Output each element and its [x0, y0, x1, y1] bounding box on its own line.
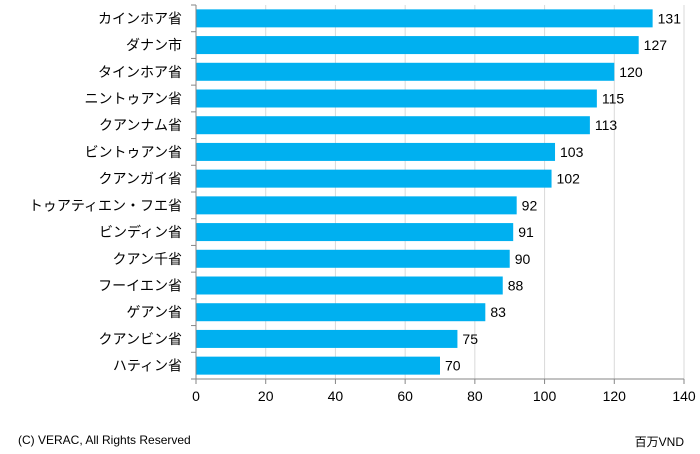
- x-tick-label: 120: [603, 388, 627, 404]
- data-label: 127: [644, 37, 668, 53]
- x-tick-label: 80: [467, 388, 483, 404]
- data-label: 92: [522, 197, 538, 213]
- category-label: ハティン省: [113, 359, 182, 375]
- x-tick-label: 140: [672, 388, 696, 404]
- data-label: 131: [658, 10, 682, 26]
- bar-2: [196, 62, 615, 81]
- data-label: 102: [557, 171, 581, 187]
- category-label: クアンナム省: [99, 118, 182, 134]
- bar-0: [196, 9, 653, 28]
- category-label: クアン千省: [113, 252, 182, 268]
- category-label: タインホア省: [98, 65, 182, 81]
- copyright-text: (C) VERAC, All Rights Reserved: [18, 433, 191, 447]
- labels: 0 20 40 60 80 100 120 140 カインホア省 131 ダナン市 127 タインホア省…: [29, 10, 696, 404]
- x-tick-label: 100: [533, 388, 557, 404]
- bar-11: [196, 303, 486, 322]
- data-label: 103: [560, 144, 584, 160]
- x-tick-label: 60: [397, 388, 413, 404]
- data-label: 75: [462, 331, 478, 347]
- bars: [196, 9, 653, 375]
- category-label: ビンディン省: [99, 224, 182, 241]
- category-label: トゥアティエン・フエ省: [29, 198, 182, 214]
- x-tick-label: 40: [328, 388, 344, 404]
- bar-1: [196, 36, 639, 55]
- data-label: 120: [619, 64, 643, 80]
- category-label: クアンガイ省: [99, 172, 182, 188]
- data-label: 88: [508, 278, 524, 294]
- category-label: クアンビン省: [99, 332, 182, 348]
- category-label: ダナン市: [126, 37, 182, 54]
- unit-label: 百万VND: [634, 435, 684, 449]
- bar-5: [196, 142, 556, 161]
- category-label: フーイエン省: [98, 279, 182, 295]
- bar-8: [196, 223, 514, 242]
- bar-6: [196, 169, 552, 188]
- bar-3: [196, 89, 597, 108]
- bar-10: [196, 276, 503, 295]
- data-label: 90: [515, 251, 531, 267]
- bar-9: [196, 249, 510, 268]
- category-label: ビントゥアン省: [85, 145, 182, 161]
- category-label: ゲアン省: [127, 305, 182, 321]
- bar-13: [196, 356, 440, 375]
- bar-7: [196, 196, 517, 215]
- axes: [191, 4, 685, 384]
- data-label: 70: [445, 358, 461, 374]
- data-label: 91: [518, 224, 534, 240]
- bar-12: [196, 329, 458, 348]
- x-tick-label: 0: [192, 388, 200, 404]
- data-label: 115: [602, 91, 625, 107]
- bar-4: [196, 116, 590, 135]
- category-label: カインホア省: [98, 11, 182, 27]
- data-label: 83: [490, 304, 506, 320]
- grid-lines: [265, 5, 685, 379]
- x-tick-label: 20: [258, 388, 274, 404]
- category-label: ニントゥアン省: [85, 92, 182, 108]
- data-label: 113: [595, 117, 618, 133]
